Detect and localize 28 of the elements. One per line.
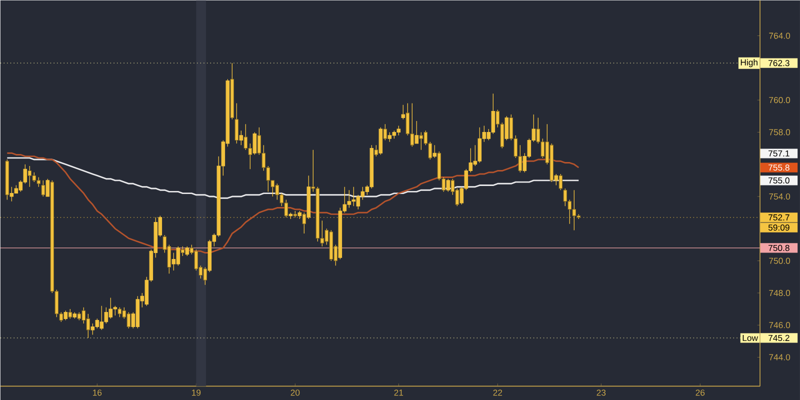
y-tick-label: 760.0 [769, 96, 790, 104]
ref-line-label: 750.8 [768, 244, 790, 251]
ref-line-label: 752.7 [768, 214, 790, 220]
ref-line-label: 745.2 [768, 334, 790, 341]
x-tick-label: 23 [596, 389, 606, 396]
x-tick-label: 21 [394, 389, 404, 396]
text: 755.0 [768, 177, 790, 184]
y-tick-label: 750.0 [769, 258, 790, 264]
y-tick-label: 758.0 [769, 129, 790, 136]
candlestick [563, 188, 568, 206]
annotation: High [740, 58, 758, 68]
x-tick-label: 26 [696, 389, 705, 396]
annotation: Low [742, 334, 758, 341]
y-tick-label: 764.0 [769, 32, 790, 39]
ref-line-label: 762.3 [768, 60, 790, 66]
x-tick-label: 22 [493, 389, 502, 396]
candlestick [234, 102, 239, 144]
y-tick-label: 748.0 [769, 290, 790, 296]
candlestick [41, 180, 46, 197]
x-tick-label: 16 [93, 389, 102, 396]
x-tick-label: 19 [192, 389, 201, 396]
text: 757.1 [768, 150, 790, 156]
x-tick-label: 20 [290, 389, 300, 396]
y-tick-label: 746.0 [769, 322, 790, 328]
y-tick-label: 744.0 [769, 354, 790, 360]
y-tick-label: 754.0 [769, 193, 790, 200]
text: 755.8 [768, 164, 790, 171]
text: 59:09 [768, 224, 790, 231]
